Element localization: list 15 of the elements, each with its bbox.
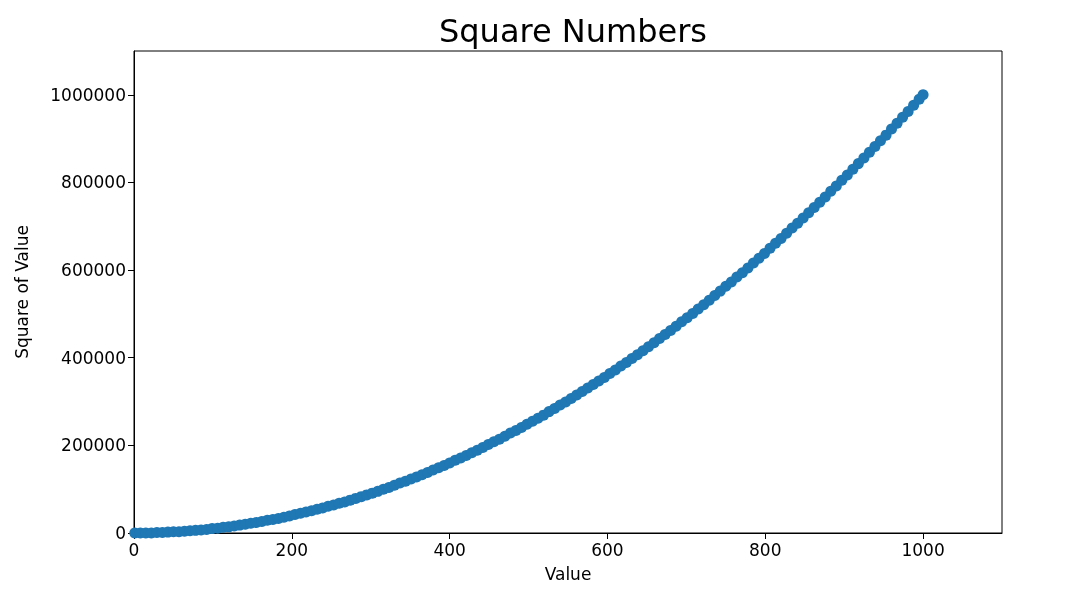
- y-axis-title: Square of Value: [11, 225, 32, 359]
- y-tick-label: 800000: [61, 172, 126, 193]
- x-tick-label: 1000: [901, 539, 945, 560]
- x-tick-label: 800: [749, 539, 782, 560]
- chart-title: Square Numbers: [438, 12, 708, 50]
- y-tick-label: 600000: [61, 260, 126, 281]
- y-tick-label: 0: [115, 523, 126, 543]
- y-tick-label: 200000: [61, 435, 126, 456]
- x-tick-label: 600: [591, 539, 624, 560]
- x-axis-title: Value: [544, 563, 592, 584]
- y-tick-label: 1000000: [50, 84, 126, 105]
- y-tick-label: 400000: [61, 347, 126, 368]
- x-tick-label: 200: [275, 539, 309, 560]
- x-tick-label: 400: [433, 539, 466, 560]
- x-tick-label: 0: [128, 539, 140, 560]
